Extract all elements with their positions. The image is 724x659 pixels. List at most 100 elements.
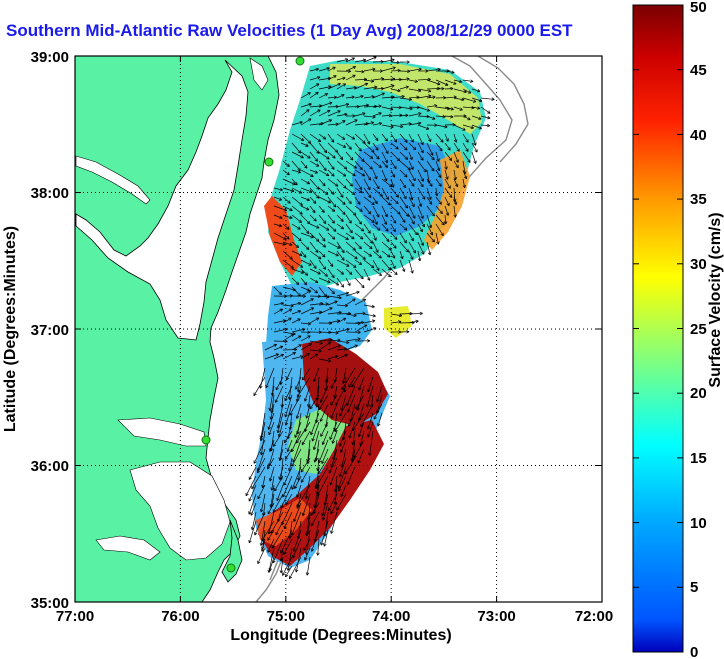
velocity-arrow-head [373, 314, 376, 317]
velocity-arrow-head [418, 67, 422, 70]
velocity-arrow [381, 96, 395, 99]
velocity-arrow [327, 214, 335, 224]
velocity-arrow-head [278, 293, 282, 296]
velocity-arrow [453, 205, 456, 218]
velocity-arrow-head [352, 57, 355, 61]
velocity-arrow [271, 493, 275, 507]
velocity-arrow-head [388, 254, 391, 258]
velocity-arrow [372, 92, 385, 99]
velocity-arrow-head [289, 242, 293, 246]
velocity-arrow [316, 475, 329, 497]
velocity-arrow-head [461, 99, 465, 102]
velocity-arrow-head [284, 328, 288, 332]
velocity-arrow-head [310, 343, 313, 347]
velocity-arrow [426, 68, 441, 72]
velocity-arrow-head [299, 293, 301, 297]
x-tick-label: 73:00 [477, 608, 515, 625]
velocity-arrow [426, 232, 435, 243]
radar-stations [201, 56, 305, 573]
velocity-arrow-head [312, 438, 315, 442]
velocity-arrow [297, 412, 302, 435]
velocity-arrow [390, 313, 402, 317]
velocity-arrow [381, 205, 388, 218]
velocity-arrow-head [328, 508, 332, 512]
velocity-arrow-head [463, 176, 467, 180]
velocity-arrow-head [391, 85, 395, 88]
velocity-arrow-head [267, 463, 270, 467]
velocity-arrow [276, 484, 284, 501]
velocity-arrow [345, 178, 353, 187]
velocity-arrow [300, 290, 312, 297]
velocity-arrow-head [325, 220, 327, 224]
velocity-arrow [372, 205, 380, 218]
velocity-arrow [435, 151, 440, 162]
velocity-arrow-head [399, 313, 403, 317]
velocity-arrow [363, 205, 372, 215]
velocity-arrow-head [278, 457, 281, 461]
velocity-arrow [354, 187, 363, 194]
velocity-arrow-head [386, 164, 388, 168]
velocity-arrow-head [348, 273, 353, 275]
velocity-arrow-head [406, 330, 410, 333]
velocity-arrow [317, 538, 320, 556]
velocity-arrow [354, 196, 361, 205]
velocity-arrow [354, 259, 362, 265]
velocity-arrow-head [362, 142, 366, 144]
velocity-arrow [408, 178, 415, 187]
velocity-arrow-head [347, 283, 351, 286]
velocity-arrow-head [358, 387, 362, 391]
velocity-arrow-head [338, 474, 340, 478]
velocity-arrow-head [332, 173, 335, 177]
velocity-arrow-head [346, 327, 350, 330]
velocity-arrow [444, 70, 455, 73]
velocity-arrow-head [412, 148, 416, 151]
velocity-arrow-head [281, 522, 285, 526]
velocity-arrow [334, 385, 338, 399]
velocity-arrow [354, 299, 366, 306]
velocity-arrow-head [341, 387, 345, 390]
velocity-arrow [381, 259, 392, 271]
velocity-arrow-head [470, 127, 474, 130]
velocity-arrow [435, 223, 444, 237]
velocity-arrow-head [398, 77, 402, 80]
velocity-arrow-head [352, 115, 356, 118]
velocity-arrow [269, 385, 275, 411]
velocity-arrow-head [280, 346, 284, 349]
velocity-arrow [310, 511, 320, 527]
velocity-arrow-head [414, 146, 417, 150]
velocity-arrow-head [402, 255, 404, 259]
velocity-arrow-head [306, 207, 310, 211]
velocity-arrow-head [430, 224, 433, 228]
velocity-arrow [318, 214, 327, 224]
velocity-arrow-head [402, 269, 405, 272]
velocity-arrow-head [367, 404, 370, 408]
velocity-arrow-head [392, 229, 396, 232]
velocity-arrow-head [406, 156, 409, 160]
velocity-arrow-head [267, 531, 270, 535]
velocity-arrow [435, 178, 442, 187]
velocity-arrow-head [287, 202, 291, 204]
velocity-arrow-head [428, 139, 431, 142]
velocity-arrow-head [317, 472, 321, 475]
velocity-arrow-head [327, 360, 332, 363]
velocity-arrow-head [426, 110, 430, 112]
velocity-arrow [328, 493, 338, 511]
velocity-arrow [462, 106, 475, 109]
velocity-arrow-head [276, 353, 279, 357]
velocity-arrow-head [476, 91, 481, 93]
velocity-arrow-head [440, 140, 444, 143]
velocity-arrow [435, 214, 445, 226]
velocity-arrow-head [276, 425, 279, 429]
velocity-arrow-head [302, 513, 306, 517]
velocity-arrow-head [305, 496, 309, 499]
velocity-arrow [309, 311, 322, 315]
velocity-arrow-head [371, 155, 374, 159]
velocity-arrow-head [379, 195, 383, 197]
velocity-arrow-head [280, 570, 284, 574]
velocity-arrow-head [316, 188, 320, 190]
velocity-arrow [321, 493, 329, 517]
velocity-arrow-head [437, 86, 441, 89]
velocity-arrow [426, 241, 431, 256]
velocity-arrow-head [385, 229, 389, 232]
velocity-arrow-head [300, 355, 304, 359]
